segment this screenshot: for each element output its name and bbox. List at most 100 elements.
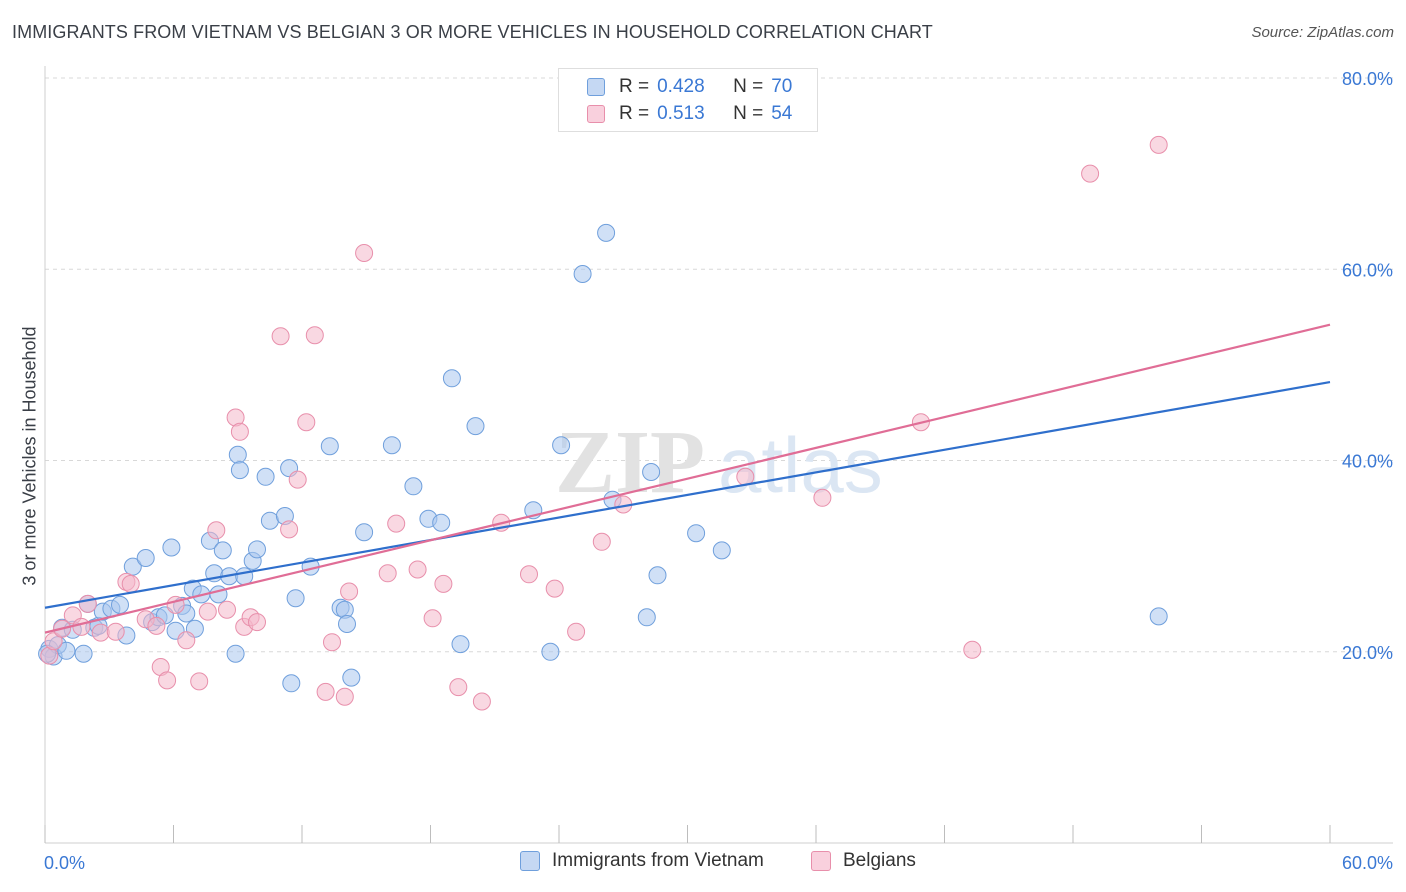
x-tick-label: 60.0%	[1342, 853, 1393, 873]
point-vietnam	[541, 642, 560, 661]
point-vietnam	[355, 523, 374, 542]
point-vietnam	[256, 467, 275, 486]
point-belgians	[434, 574, 453, 593]
point-belgians	[963, 640, 982, 659]
point-vietnam	[260, 511, 279, 530]
r-value: 0.513	[657, 103, 705, 124]
chart-title: IMMIGRANTS FROM VIETNAM VS BELGIAN 3 OR …	[12, 22, 933, 42]
point-belgians	[316, 682, 335, 701]
source-credit: Source: ZipAtlas.com	[1251, 24, 1394, 41]
trend-line-vietnam	[44, 381, 1331, 609]
point-vietnam	[442, 369, 461, 388]
point-belgians	[567, 622, 586, 641]
point-vietnam	[286, 589, 305, 608]
n-label: N =	[733, 103, 764, 124]
point-belgians	[218, 600, 236, 619]
point-vietnam	[228, 445, 247, 464]
point-belgians	[340, 582, 359, 601]
point-belgians	[271, 327, 290, 346]
legend-label-belgians: Belgians	[843, 850, 916, 871]
point-belgians	[423, 609, 442, 628]
point-vietnam	[74, 644, 93, 663]
point-belgians	[280, 520, 299, 539]
series-belgians	[40, 135, 1168, 711]
point-belgians	[158, 671, 177, 690]
point-vietnam	[123, 557, 142, 576]
point-belgians	[91, 623, 110, 642]
point-belgians	[190, 672, 209, 691]
point-vietnam	[338, 615, 356, 633]
y-axis-label: 3 or more Vehicles in Household	[19, 326, 40, 586]
point-belgians	[335, 687, 354, 706]
legend-item-belgians[interactable]: Belgians	[811, 850, 916, 872]
legend-item-vietnam[interactable]: Immigrants from Vietnam	[520, 850, 764, 872]
point-belgians	[121, 574, 140, 593]
point-vietnam	[226, 644, 245, 663]
stats-row-belgians: R = 0.513 N = 54	[587, 102, 801, 126]
point-vietnam	[648, 566, 667, 585]
legend-swatch-blue	[587, 78, 605, 96]
point-vietnam	[404, 477, 423, 496]
point-belgians	[230, 422, 249, 441]
point-vietnam	[162, 538, 181, 557]
x-tick-label: 0.0%	[44, 853, 85, 873]
point-vietnam	[451, 635, 470, 654]
point-vietnam	[642, 463, 661, 481]
point-belgians	[449, 678, 468, 697]
r-label: R =	[619, 103, 650, 124]
point-vietnam	[136, 549, 155, 567]
point-belgians	[198, 602, 217, 621]
watermark-zip: ZIP	[555, 413, 705, 512]
series-legend: Immigrants from Vietnam Belgians	[0, 850, 1406, 878]
point-vietnam	[230, 461, 249, 480]
y-tick-label: 60.0%	[1342, 260, 1393, 280]
point-belgians	[72, 617, 91, 636]
y-tick-label: 40.0%	[1342, 452, 1393, 472]
point-vietnam	[57, 641, 76, 660]
point-belgians	[1149, 135, 1168, 154]
point-belgians	[207, 521, 226, 540]
n-value: 54	[771, 103, 793, 124]
point-belgians	[1081, 164, 1100, 183]
stats-row-vietnam: R = 0.428 N = 70	[587, 75, 801, 99]
n-value: 70	[771, 76, 793, 97]
point-vietnam	[382, 436, 401, 455]
point-belgians	[472, 692, 491, 711]
point-belgians	[288, 470, 307, 489]
point-vietnam	[466, 417, 485, 436]
point-belgians	[44, 632, 63, 651]
point-belgians	[147, 616, 166, 635]
point-belgians	[177, 631, 196, 650]
point-belgians	[378, 564, 397, 583]
stats-legend: R = 0.428 N = 70 R = 0.513 N = 54	[558, 68, 818, 132]
legend-swatch-pink	[811, 851, 831, 871]
legend-label-vietnam: Immigrants from Vietnam	[552, 850, 764, 871]
point-vietnam	[552, 436, 571, 455]
point-vietnam	[248, 540, 266, 559]
point-vietnam	[282, 674, 301, 693]
point-belgians	[78, 594, 97, 613]
point-vietnam	[637, 608, 656, 627]
legend-swatch-pink	[587, 105, 605, 123]
point-vietnam	[573, 265, 592, 283]
point-vietnam	[235, 567, 254, 586]
y-axis-label-container: 3 or more Vehicles in Household	[18, 0, 42, 892]
point-belgians	[305, 326, 324, 345]
point-vietnam	[597, 223, 616, 242]
legend-swatch-blue	[520, 851, 540, 871]
point-vietnam	[111, 595, 129, 614]
point-belgians	[248, 613, 266, 632]
point-belgians	[355, 244, 374, 262]
point-vietnam	[1149, 607, 1168, 626]
point-vietnam	[320, 437, 339, 456]
point-belgians	[592, 532, 611, 551]
point-belgians	[545, 579, 564, 598]
point-vietnam	[432, 513, 451, 532]
y-tick-label: 20.0%	[1342, 643, 1393, 663]
y-tick-label: 80.0%	[1342, 69, 1393, 89]
point-belgians	[387, 514, 406, 533]
point-vietnam	[712, 541, 731, 560]
point-vietnam	[209, 585, 228, 604]
n-label: N =	[733, 76, 764, 97]
